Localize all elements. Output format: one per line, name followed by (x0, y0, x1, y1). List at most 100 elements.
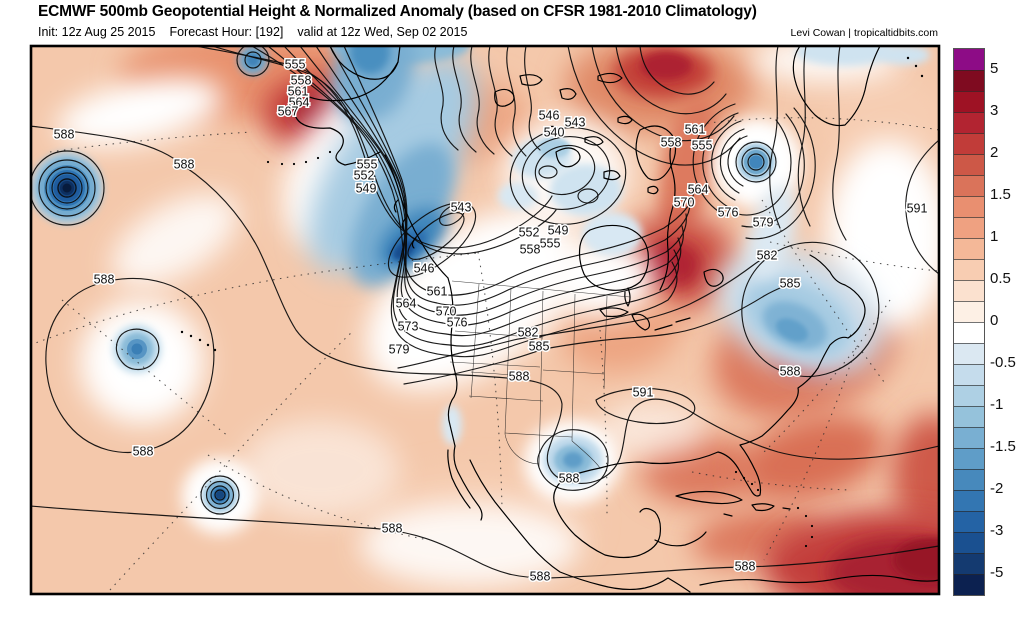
contour-label: 582 (518, 325, 539, 339)
colorbar-segment (954, 322, 984, 343)
contour-label: 588 (54, 127, 75, 141)
colorbar-segment (954, 427, 984, 448)
colorbar-tick-label: 3 (990, 102, 999, 120)
colorbar-tick-label: 5 (990, 60, 999, 78)
colorbar-segment (954, 469, 984, 490)
subtitle: Init: 12z Aug 25 2015 Forecast Hour: [192… (38, 25, 481, 39)
colorbar-segment (954, 385, 984, 406)
colorbar-tick-label: 1 (990, 228, 999, 246)
colorbar-tick-label: -0.5 (990, 354, 1016, 372)
colorbar-tick-label: -1.5 (990, 438, 1016, 456)
contour-label: 555 (357, 157, 378, 171)
colorbar-segment (954, 280, 984, 301)
colorbar-tick-label: 0.5 (990, 270, 1011, 288)
contour-label: 555 (540, 236, 561, 250)
colorbar-tick-label: -3 (990, 522, 1004, 540)
contour-label: 558 (520, 242, 541, 256)
colorbar-tick-label: 0 (990, 312, 999, 330)
colorbar-segment (954, 301, 984, 322)
colorbar-segment (954, 532, 984, 553)
contour-label: 561 (288, 84, 309, 98)
colorbar-segment (954, 70, 984, 91)
contour-label: 570 (674, 195, 695, 209)
credit-watermark: Levi Cowan | tropicaltidbits.com (790, 27, 938, 39)
colorbar-segment (954, 196, 984, 217)
colorbar-segment (954, 175, 984, 196)
contour-label: 588 (530, 569, 551, 583)
contour-label: 591 (907, 201, 928, 215)
colorbar-segment (954, 511, 984, 532)
contour-label: 555 (285, 57, 306, 71)
colorbar-segment (954, 238, 984, 259)
init-time: Init: 12z Aug 25 2015 (38, 25, 156, 39)
contour-label: 588 (780, 364, 801, 378)
colorbar-segment (954, 154, 984, 175)
contour-label: 549 (356, 181, 377, 195)
contour-label: 582 (757, 248, 778, 262)
colorbar-tick-label: -1 (990, 396, 1004, 414)
contour-label: 549 (548, 223, 569, 237)
contour-label: 540 (544, 125, 565, 139)
colorbar-tick-label: -2 (990, 480, 1004, 498)
contour-label: 588 (509, 369, 530, 383)
forecast-hour: Forecast Hour: [192] (169, 25, 284, 39)
contour-label: 573 (398, 319, 419, 333)
contour-label: 570 (436, 304, 457, 318)
contour-label: 552 (354, 168, 375, 182)
state-borders (449, 280, 631, 469)
contour-label: 561 (685, 122, 706, 136)
contour-label: 546 (414, 261, 435, 275)
contour-label: 564 (396, 296, 417, 310)
colorbar-segment (954, 91, 984, 112)
contour-label: 546 (539, 108, 560, 122)
contour-label: 585 (780, 276, 801, 290)
colorbar-tick-label: -5 (990, 564, 1004, 582)
contour-label: 588 (559, 471, 580, 485)
contour-label: 591 (633, 385, 654, 399)
height-contours (31, 46, 939, 579)
contour-label: 558 (661, 135, 682, 149)
contour-label: 564 (688, 182, 709, 196)
contour-label: 567 (278, 104, 299, 118)
contour-label: 588 (735, 559, 756, 573)
contour-label: 558 (291, 73, 312, 87)
colorbar-segment (954, 553, 984, 574)
colorbar-segment (954, 133, 984, 154)
colorbar-segment (954, 343, 984, 364)
anomaly-colorbar (953, 48, 985, 596)
valid-time: valid at 12z Wed, Sep 02 2015 (297, 25, 468, 39)
contour-label: 579 (389, 342, 410, 356)
contour-label: 561 (427, 284, 448, 298)
colorbar-segment (954, 364, 984, 385)
contour-label: 588 (94, 272, 115, 286)
contour-label: 588 (133, 444, 154, 458)
colorbar-segment (954, 574, 984, 595)
contour-label: 588 (174, 157, 195, 171)
colorbar-segment (954, 112, 984, 133)
contour-label: 543 (565, 115, 586, 129)
page-title: ECMWF 500mb Geopotential Height & Normal… (38, 3, 757, 20)
colorbar-segment (954, 406, 984, 427)
contour-label: 564 (289, 95, 310, 109)
colorbar-tick-labels: 5 3 2 1.5 1 0.5 0 -0.5 -1 -1.5 -2 -3 -5 (990, 48, 1024, 594)
contour-label: 588 (382, 521, 403, 535)
colorbar-segment (954, 448, 984, 469)
contour-label: 585 (529, 339, 550, 353)
colorbar-segment (954, 259, 984, 280)
contour-label: 576 (718, 205, 739, 219)
colorbar-tick-label: 2 (990, 144, 999, 162)
contour-label: 543 (451, 200, 472, 214)
colorbar-segment (954, 217, 984, 238)
colorbar-tick-label: 1.5 (990, 186, 1011, 204)
colorbar-segment (954, 49, 984, 70)
contour-label: 552 (519, 225, 540, 239)
contour-label: 579 (753, 215, 774, 229)
contour-label: 555 (692, 138, 713, 152)
map-border (29, 44, 941, 596)
coastlines (180, 46, 939, 593)
colorbar-segment (954, 490, 984, 511)
contour-label: 576 (447, 315, 468, 329)
